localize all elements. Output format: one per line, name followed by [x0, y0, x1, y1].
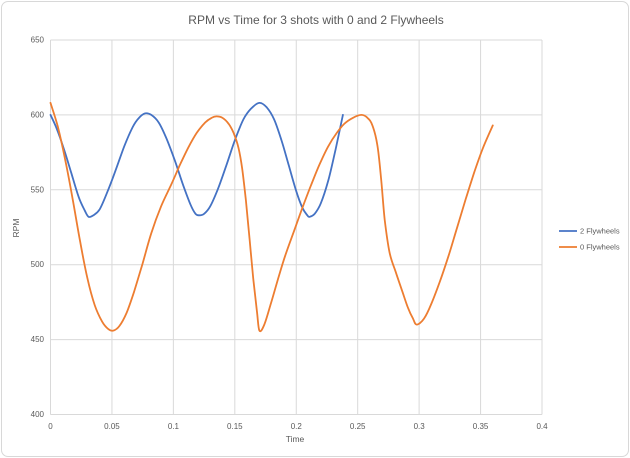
- y-tick-label: 550: [31, 185, 45, 194]
- y-tick-label: 450: [31, 335, 45, 344]
- x-tick-label: 0.2: [291, 422, 303, 431]
- y-tick-label: 600: [31, 110, 45, 119]
- x-axis-title: Time: [286, 434, 305, 444]
- x-tick-label: 0.15: [227, 422, 243, 431]
- x-tick-label: 0.05: [104, 422, 120, 431]
- y-tick-label: 400: [31, 410, 45, 419]
- legend: 2 Flywheels 0 Flywheels: [559, 227, 620, 252]
- chart-title: RPM vs Time for 3 shots with 0 and 2 Fly…: [188, 13, 443, 27]
- x-tick-label: 0.25: [350, 422, 366, 431]
- axis-tick-labels: 0 0.05 0.1 0.15 0.2 0.25 0.3 0.35 0.4 400 450 500 55…: [31, 36, 548, 432]
- legend-label: 2 Flywheels: [580, 227, 620, 236]
- series-line-2-flywheels: [49, 101, 344, 218]
- x-tick-label: 0.1: [168, 422, 180, 431]
- legend-label: 0 Flywheels: [580, 243, 620, 252]
- y-axis-title: RPM: [11, 219, 21, 238]
- legend-item: 0 Flywheels: [559, 243, 620, 252]
- y-tick-label: 500: [31, 260, 45, 269]
- x-tick-label: 0: [48, 422, 53, 431]
- legend-item: 2 Flywheels: [559, 227, 620, 236]
- y-tick-label: 650: [31, 36, 45, 45]
- series-line-0-flywheels: [49, 102, 494, 333]
- x-tick-label: 0.35: [473, 422, 489, 431]
- x-tick-label: 0.4: [536, 422, 548, 431]
- x-tick-label: 0.3: [414, 422, 426, 431]
- series-lines: [49, 101, 494, 333]
